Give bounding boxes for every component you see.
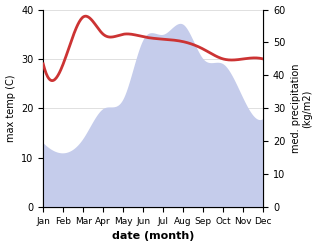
Y-axis label: max temp (C): max temp (C) [5, 75, 16, 142]
X-axis label: date (month): date (month) [112, 231, 194, 242]
Y-axis label: med. precipitation
(kg/m2): med. precipitation (kg/m2) [291, 64, 313, 153]
